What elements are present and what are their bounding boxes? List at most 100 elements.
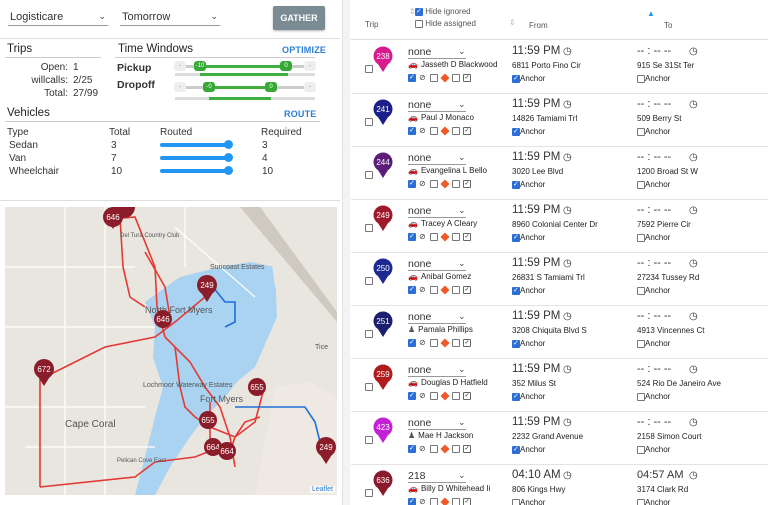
pickup-time[interactable]: 11:59 PM [512,416,561,428]
alert-diamond-icon[interactable] [440,391,450,401]
dropoff-anchor[interactable]: Anchor [637,74,670,83]
dropoff-time[interactable]: -- : -- -- [637,416,672,428]
ignore-icon[interactable]: ⊘ [419,338,426,347]
pickup-start-knob[interactable]: -10 [194,61,206,71]
dropoff-time[interactable]: -- : -- -- [637,45,672,57]
pickup-time[interactable]: 11:59 PM [512,98,561,110]
flag-checkbox[interactable] [430,286,438,294]
flag-checkbox[interactable] [430,127,438,135]
route-button[interactable]: ROUTE [284,109,317,119]
map-marker[interactable]: 655 [199,411,217,429]
vehicle-select[interactable]: none [408,205,432,217]
clock-icon[interactable]: ◷ [563,99,572,110]
clock-icon[interactable]: ◷ [689,205,698,216]
dropoff-anchor[interactable]: Anchor [637,445,670,454]
routed-slider-knob[interactable] [224,140,233,149]
flag-checkbox[interactable] [452,233,460,241]
clock-icon[interactable]: ◷ [689,364,698,375]
hide-assigned-checkbox[interactable] [415,19,423,28]
row-select-checkbox[interactable] [365,436,373,444]
dropoff-anchor[interactable]: Anchor [637,392,670,401]
pickup-time[interactable]: 11:59 PM [512,151,561,163]
dropoff-anchor[interactable]: Anchor [637,180,670,189]
clock-icon[interactable]: ◷ [563,152,572,163]
ignore-icon[interactable]: ⊘ [419,497,426,505]
assigned-checkbox[interactable] [408,338,416,347]
flag-checkbox[interactable] [452,127,460,135]
chevron-down-icon[interactable]: ⌄ [458,152,466,162]
chevron-down-icon[interactable]: ⌄ [458,311,466,321]
trip-column-header[interactable]: Trip [365,20,379,29]
table-row[interactable]: 249 none ⌄ 🚗Tracey A Cleary ⊘ ✓ 11:59 PM… [351,200,768,253]
alert-diamond-icon[interactable] [440,338,450,348]
pickup-anchor[interactable]: Anchor [512,286,545,295]
ignore-icon[interactable]: ⊘ [419,73,426,82]
clock-icon[interactable]: ◷ [689,311,698,322]
row-select-checkbox[interactable] [365,277,373,285]
dropoff-min-knob[interactable]: - [174,82,186,92]
table-row[interactable]: 251 none ⌄ ♟Pamala Phillips ⊘ ✓ 11:59 PM… [351,306,768,359]
anchor-checkbox[interactable] [637,339,645,348]
clipboard-icon[interactable]: ✓ [463,339,471,347]
map-marker[interactable]: 672 [34,359,54,386]
pickup-anchor[interactable]: Anchor [512,180,545,189]
clock-icon[interactable]: ◷ [689,99,698,110]
assigned-checkbox[interactable] [408,126,416,135]
dropoff-anchor[interactable]: Anchor [637,498,670,505]
assigned-checkbox[interactable] [408,444,416,453]
dropoff-time[interactable]: -- : -- -- [637,204,672,216]
pickup-end-knob[interactable]: 0 [280,61,292,71]
dropoff-time[interactable]: -- : -- -- [637,151,672,163]
flag-checkbox[interactable] [430,445,438,453]
row-select-checkbox[interactable] [365,489,373,497]
dropoff-time[interactable]: -- : -- -- [637,363,672,375]
anchor-checkbox[interactable] [637,180,645,189]
chevron-down-icon[interactable]: ⌄ [458,417,466,427]
alert-diamond-icon[interactable] [440,73,450,83]
ignore-icon[interactable]: ⊘ [419,444,426,453]
clock-icon[interactable]: ◷ [563,258,572,269]
clipboard-icon[interactable]: ✓ [463,233,471,241]
pickup-anchor[interactable]: Anchor [512,127,545,136]
flag-checkbox[interactable] [452,286,460,294]
table-row[interactable]: 244 none ⌄ 🚗Evangelina L Bello ⊘ ✓ 11:59… [351,147,768,200]
pickup-anchor[interactable]: Anchor [512,339,545,348]
flag-checkbox[interactable] [452,339,460,347]
anchor-checkbox[interactable] [637,498,645,505]
alert-diamond-icon[interactable] [440,179,450,189]
dropoff-time[interactable]: -- : -- -- [637,257,672,269]
alert-diamond-icon[interactable] [440,497,450,505]
alert-diamond-icon[interactable] [440,285,450,295]
routed-slider[interactable] [160,143,229,147]
pickup-anchor[interactable]: Anchor [512,498,545,505]
anchor-checkbox[interactable] [512,498,520,505]
map-marker[interactable]: 249 [197,275,217,302]
pickup-time[interactable]: 04:10 AM [512,469,561,481]
dropoff-time[interactable]: -- : -- -- [637,98,672,110]
map-marker[interactable]: 249 [316,437,336,464]
clock-icon[interactable]: ◷ [563,470,572,481]
map-marker[interactable]: 664 [204,438,222,456]
table-row[interactable]: 250 none ⌄ 🚗Anibal Gomez ⊘ ✓ 11:59 PM ◷ … [351,253,768,306]
flag-checkbox[interactable] [430,392,438,400]
assigned-checkbox[interactable] [408,391,416,400]
anchor-checkbox[interactable] [512,74,520,83]
vehicle-select[interactable]: none [408,46,432,58]
anchor-checkbox[interactable] [512,339,520,348]
clock-icon[interactable]: ◷ [689,152,698,163]
pickup-time[interactable]: 11:59 PM [512,310,561,322]
alert-diamond-icon[interactable] [440,232,450,242]
dropoff-anchor[interactable]: Anchor [637,339,670,348]
assigned-checkbox[interactable] [408,497,416,505]
table-row[interactable]: 423 none ⌄ ♟Mae H Jackson ⊘ ✓ 11:59 PM ◷… [351,412,768,465]
gather-button[interactable]: GATHER [273,6,325,30]
ignore-icon[interactable]: ⊘ [419,126,426,135]
pickup-anchor[interactable]: Anchor [512,392,545,401]
flag-checkbox[interactable] [430,498,438,505]
chevron-down-icon[interactable]: ⌄ [458,46,466,56]
vehicle-select[interactable]: none [408,311,432,323]
optimize-button[interactable]: OPTIMIZE [282,45,327,55]
chevron-down-icon[interactable]: ⌄ [458,258,466,268]
ignore-icon[interactable]: ⊘ [419,391,426,400]
anchor-checkbox[interactable] [637,127,645,136]
